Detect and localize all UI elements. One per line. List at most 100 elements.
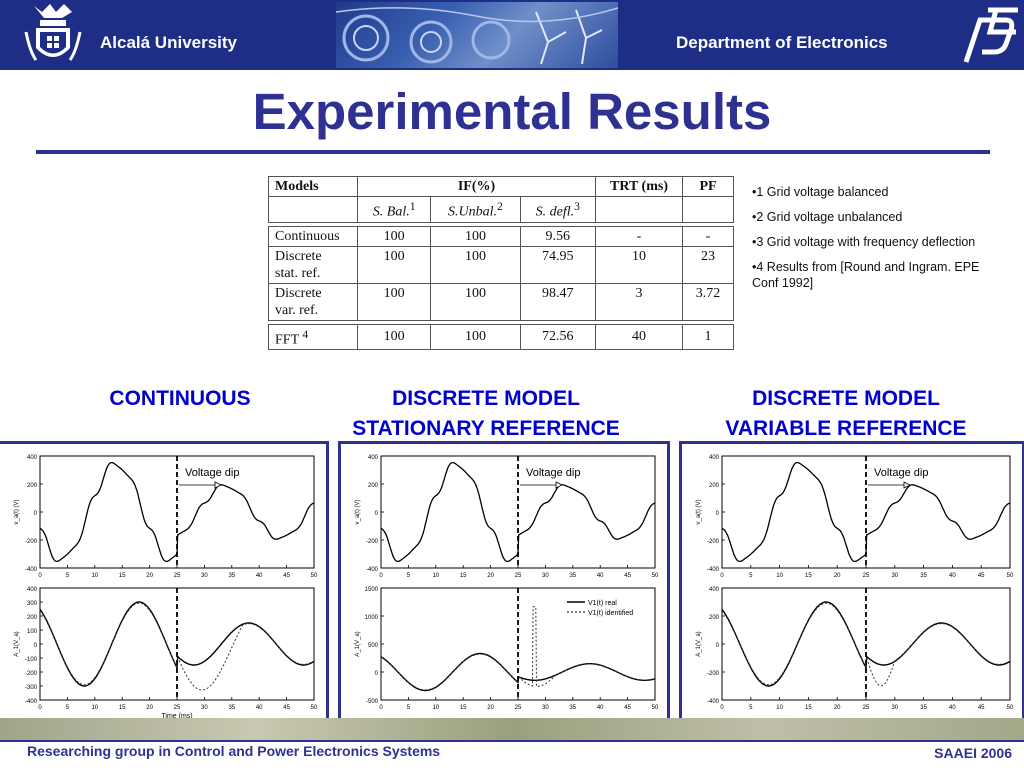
footer-group-name: Researching group in Control and Power E…: [27, 743, 441, 759]
x-tick-label: 5: [407, 573, 411, 579]
x-tick-label: 40: [949, 573, 956, 579]
x-tick-label: 20: [146, 573, 153, 579]
footer-bar: [0, 740, 1024, 770]
x-tick-label: 10: [776, 573, 783, 579]
legend-entry: V1(t) identified: [588, 610, 633, 617]
x-tick-label: 5: [66, 573, 70, 579]
y-tick-label: 200: [709, 483, 720, 489]
x-tick-label: 5: [407, 705, 411, 711]
table-row: Discrete var. ref. 100 100 98.47 3 3.72: [268, 282, 734, 321]
x-axis-label: Time (ms): [161, 713, 192, 720]
row-sunbal: 100: [430, 323, 521, 351]
row-trt: 3: [595, 282, 683, 321]
series-line-identified: [380, 606, 656, 691]
y-tick-label: 200: [27, 615, 38, 621]
y-tick-label: -200: [707, 539, 720, 545]
y-tick-label: -200: [366, 539, 379, 545]
y-tick-label: -200: [25, 671, 38, 677]
x-tick-label: 20: [487, 573, 494, 579]
y-tick-label: 200: [709, 615, 720, 621]
header-banner-image: [336, 2, 618, 68]
y-axis-label: A_1(V_a): [696, 631, 702, 656]
header-empty: [268, 196, 358, 223]
y-tick-label: 1500: [365, 587, 379, 593]
x-tick-label: 0: [379, 705, 383, 711]
y-tick-label: -200: [707, 671, 720, 677]
slide-title: Experimental Results: [252, 83, 772, 140]
y-tick-label: 400: [27, 455, 38, 461]
y-tick-label: 100: [27, 629, 38, 635]
x-tick-label: 30: [201, 573, 208, 579]
x-tick-label: 50: [1007, 705, 1014, 711]
x-tick-label: 0: [38, 573, 42, 579]
voltage-dip-annotation: Voltage dip: [874, 467, 928, 479]
x-tick-label: 30: [542, 573, 549, 579]
y-tick-label: 0: [716, 643, 720, 649]
university-name: Alcalá University: [100, 33, 238, 52]
x-tick-label: 35: [228, 573, 235, 579]
x-tick-label: 50: [311, 705, 318, 711]
series-line-real: [39, 601, 315, 687]
row-pf: 23: [682, 245, 734, 284]
footer-conference: SAAEI 2006: [934, 745, 1012, 761]
x-tick-label: 10: [432, 573, 439, 579]
university-crest-logo: [24, 4, 82, 61]
x-tick-label: 45: [978, 705, 985, 711]
x-tick-label: 35: [920, 573, 927, 579]
background-landscape: [0, 718, 1024, 740]
row-pf: 1: [682, 323, 734, 351]
x-tick-label: 0: [38, 705, 42, 711]
x-tick-label: 20: [834, 705, 841, 711]
row-sbal: 100: [356, 245, 432, 284]
x-tick-label: 10: [776, 705, 783, 711]
row-model: Discrete var. ref.: [268, 282, 358, 321]
x-tick-label: 20: [834, 573, 841, 579]
row-sdefl: 74.95: [519, 245, 597, 284]
footnotes-list: •1 Grid voltage balanced •2 Grid voltage…: [752, 184, 1002, 300]
x-tick-label: 20: [487, 705, 494, 711]
series-line-real: [380, 652, 656, 692]
y-tick-label: -400: [707, 567, 720, 573]
x-tick-label: 45: [978, 573, 985, 579]
header-trt: TRT (ms): [595, 176, 683, 197]
x-tick-label: 40: [949, 705, 956, 711]
x-tick-label: 5: [749, 705, 753, 711]
x-tick-label: 30: [891, 573, 898, 579]
department-name: Department of Electronics: [676, 33, 888, 52]
row-pf: -: [682, 225, 734, 247]
x-tick-label: 35: [228, 705, 235, 711]
row-sbal: 100: [356, 282, 432, 321]
x-tick-label: 15: [460, 573, 467, 579]
row-model: Discrete stat. ref.: [268, 245, 358, 284]
y-tick-label: 0: [375, 671, 379, 677]
x-tick-label: 40: [256, 705, 263, 711]
results-table-container: Models IF(%) TRT (ms) PF S. Bal.1 S.Unba…: [268, 176, 734, 360]
y-tick-label: -100: [25, 657, 38, 663]
x-tick-label: 15: [119, 573, 126, 579]
y-tick-label: 400: [368, 455, 379, 461]
y-tick-label: 200: [27, 483, 38, 489]
row-sbal: 100: [356, 323, 432, 351]
x-tick-label: 15: [119, 705, 126, 711]
x-tick-label: 45: [624, 705, 631, 711]
footnote-item: •3 Grid voltage with frequency deflectio…: [752, 235, 976, 249]
header-bar: Alcalá University Department of Electron…: [0, 0, 1024, 70]
x-tick-label: 35: [920, 705, 927, 711]
y-axis-label: A_1(V_a): [14, 631, 20, 656]
header-if: IF(%): [357, 176, 596, 197]
x-tick-label: 25: [863, 705, 870, 711]
x-tick-label: 0: [720, 705, 724, 711]
x-tick-label: 25: [863, 573, 870, 579]
x-tick-label: 5: [749, 573, 753, 579]
y-axis-label: v_a(t) (V): [14, 499, 20, 524]
x-tick-label: 30: [542, 705, 549, 711]
legend-box: [563, 594, 651, 618]
section-title-variable: DISCRETE MODEL VARIABLE REFERENCE: [725, 387, 967, 440]
x-tick-label: 15: [460, 705, 467, 711]
x-tick-label: 25: [174, 705, 181, 711]
x-tick-label: 50: [652, 573, 659, 579]
x-tick-label: 10: [91, 573, 98, 579]
